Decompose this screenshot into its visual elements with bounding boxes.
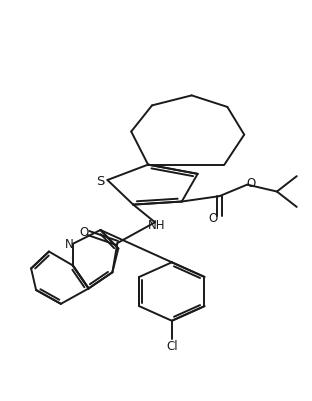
Text: S: S [96, 175, 105, 188]
Text: Cl: Cl [166, 339, 178, 352]
Text: O: O [246, 176, 256, 189]
Text: O: O [79, 225, 88, 239]
Text: N: N [64, 238, 73, 251]
Text: NH: NH [148, 219, 166, 231]
Text: O: O [209, 212, 218, 225]
